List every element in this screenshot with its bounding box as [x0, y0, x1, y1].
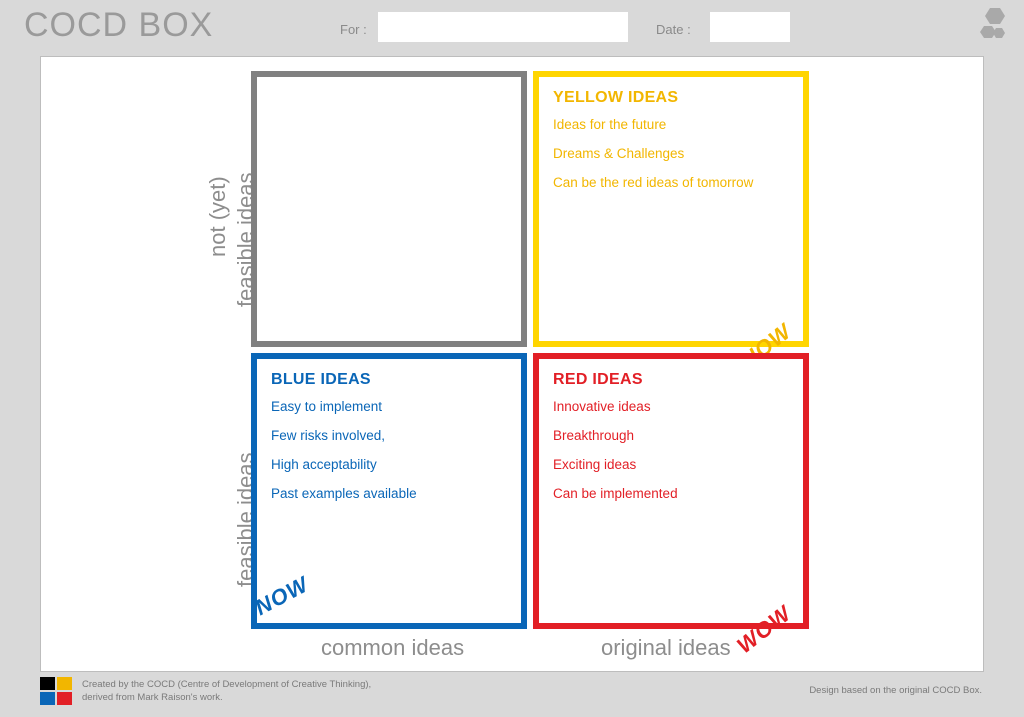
main-panel: not (yet) feasible ideas feasible ideas …	[40, 56, 984, 672]
page-title: COCD BOX	[24, 6, 213, 45]
red-bullet: Exciting ideas	[553, 457, 789, 472]
header: COCD BOX For : Date :	[0, 0, 1024, 56]
red-bullet: Innovative ideas	[553, 399, 789, 414]
cocd-logo-icon	[40, 677, 74, 705]
footer-credit: Created by the COCD (Centre of Developme…	[82, 679, 371, 705]
footer: Created by the COCD (Centre of Developme…	[40, 675, 984, 711]
blue-title: BLUE IDEAS	[271, 371, 507, 389]
footer-design-note: Design based on the original COCD Box.	[809, 685, 982, 696]
quadrant-blue: BLUE IDEAS Easy to implement Few risks i…	[251, 353, 527, 629]
red-bullet: Can be implemented	[553, 486, 789, 501]
x-axis-right: original ideas	[601, 635, 731, 661]
yellow-bullet: Dreams & Challenges	[553, 146, 789, 161]
credit-line2: derived from Mark Raison's work.	[82, 692, 223, 703]
date-input[interactable]	[710, 12, 790, 42]
blue-bullet: Past examples available	[271, 486, 507, 501]
x-axis-left: common ideas	[321, 635, 464, 661]
blue-tag: NOW	[251, 571, 313, 621]
quadrant-yellow: YELLOW IDEAS Ideas for the future Dreams…	[533, 71, 809, 347]
yellow-title: YELLOW IDEAS	[553, 89, 789, 107]
y-axis-top-line1: not (yet)	[205, 176, 231, 257]
yellow-bullet: Can be the red ideas of tomorrow	[553, 175, 789, 190]
for-label: For :	[340, 22, 367, 37]
x-axis: common ideas original ideas	[41, 631, 983, 661]
quadrant-red: RED IDEAS Innovative ideas Breakthrough …	[533, 353, 809, 629]
cocd-grid: YELLOW IDEAS Ideas for the future Dreams…	[251, 71, 811, 631]
red-title: RED IDEAS	[553, 371, 789, 389]
blue-bullet: High acceptability	[271, 457, 507, 472]
credit-line1: Created by the COCD (Centre of Developme…	[82, 679, 371, 690]
quadrant-gray	[251, 71, 527, 347]
red-bullet: Breakthrough	[553, 428, 789, 443]
hexagon-deco-icon	[962, 8, 1006, 52]
yellow-bullet: Ideas for the future	[553, 117, 789, 132]
y-axis: not (yet) feasible ideas feasible ideas	[37, 57, 247, 637]
blue-bullet: Few risks involved,	[271, 428, 507, 443]
date-label: Date :	[656, 22, 691, 37]
for-input[interactable]	[378, 12, 628, 42]
blue-bullet: Easy to implement	[271, 399, 507, 414]
